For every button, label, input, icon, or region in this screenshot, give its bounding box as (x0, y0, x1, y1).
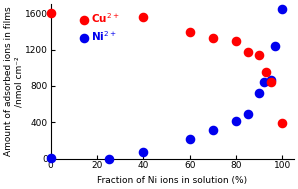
Point (187, 31, 192, 34)
Point (141, 15, 146, 18)
Point (234, 120, 238, 123)
Point (141, 151, 146, 154)
Point (280, 122, 285, 125)
Point (234, 40, 238, 43)
Point (273, 44, 278, 47)
Point (268, 81, 273, 84)
Point (106, 157, 111, 160)
Point (210, 129, 215, 132)
Legend: Cu$^{2+}$, Ni$^{2+}$: Cu$^{2+}$, Ni$^{2+}$ (80, 11, 119, 43)
X-axis label: Fraction of Ni ions in solution (%): Fraction of Ni ions in solution (%) (97, 176, 247, 185)
Point (187, 138, 192, 141)
Point (245, 112, 250, 115)
Point (257, 92, 261, 95)
Point (261, 81, 266, 84)
Point (280, 7, 285, 10)
Point (210, 36, 215, 39)
Point (245, 51, 250, 54)
Point (48, 156, 53, 159)
Y-axis label: Amount of adsorbed ions in films
/nmol cm⁻²: Amount of adsorbed ions in films /nmol c… (4, 7, 24, 156)
Point (257, 53, 261, 57)
Point (48, 12, 53, 15)
Point (264, 71, 268, 74)
Point (268, 79, 273, 82)
